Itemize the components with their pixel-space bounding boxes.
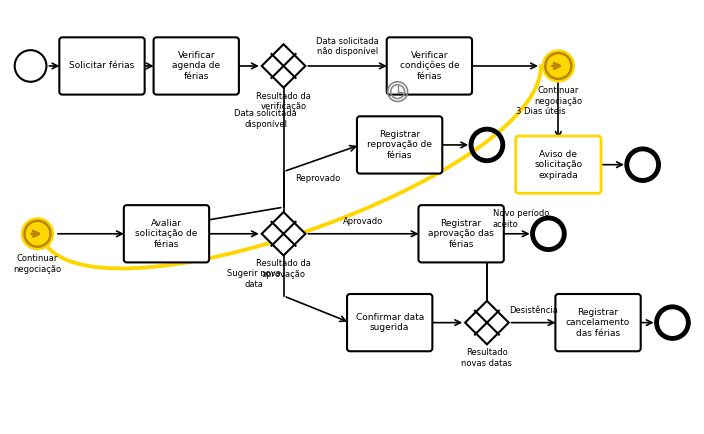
Circle shape xyxy=(21,217,54,250)
Text: 3 Dias úteis: 3 Dias úteis xyxy=(516,107,565,116)
Text: Resultado da
verificação: Resultado da verificação xyxy=(256,92,311,111)
Text: Reprovado: Reprovado xyxy=(296,174,341,183)
Text: Data solicitada
disponível: Data solicitada disponível xyxy=(234,109,297,129)
Text: Registrar
cancelamento
das férias: Registrar cancelamento das férias xyxy=(566,308,630,338)
Text: Resultado da
aprovação: Resultado da aprovação xyxy=(256,260,311,279)
Polygon shape xyxy=(262,212,306,256)
Text: Desistência: Desistência xyxy=(509,306,558,315)
FancyBboxPatch shape xyxy=(516,136,601,193)
Text: Continuar
negociação: Continuar negociação xyxy=(13,254,61,274)
Polygon shape xyxy=(262,44,306,88)
FancyBboxPatch shape xyxy=(347,294,432,351)
Text: Registrar
reprovação de
férias: Registrar reprovação de férias xyxy=(367,130,432,160)
Text: Avaliar
solicitação de
férias: Avaliar solicitação de férias xyxy=(135,219,198,249)
Text: Solicitar férias: Solicitar férias xyxy=(70,62,134,70)
Circle shape xyxy=(541,49,575,82)
FancyArrowPatch shape xyxy=(30,66,541,269)
FancyBboxPatch shape xyxy=(124,205,209,263)
Text: Resultado
novas datas: Resultado novas datas xyxy=(462,349,513,368)
Text: Data solicitada
não disponível: Data solicitada não disponível xyxy=(316,37,379,56)
Text: Confirmar data
sugerida: Confirmar data sugerida xyxy=(356,313,424,332)
Text: Continuar
negociação: Continuar negociação xyxy=(534,86,582,106)
Text: Novo período
aceito: Novo período aceito xyxy=(493,209,549,229)
Text: Verificar
condições de
férias: Verificar condições de férias xyxy=(400,51,459,81)
FancyBboxPatch shape xyxy=(555,294,641,351)
Polygon shape xyxy=(465,301,509,344)
FancyBboxPatch shape xyxy=(59,37,144,95)
Text: Aviso de
solicitação
expirada: Aviso de solicitação expirada xyxy=(534,150,582,180)
Text: Sugerir nova
data: Sugerir nova data xyxy=(227,270,281,289)
FancyBboxPatch shape xyxy=(386,37,472,95)
FancyBboxPatch shape xyxy=(153,37,239,95)
FancyBboxPatch shape xyxy=(418,205,504,263)
FancyBboxPatch shape xyxy=(357,116,442,174)
Text: Registrar
aprovação das
férias: Registrar aprovação das férias xyxy=(428,219,494,249)
Text: Verificar
agenda de
férias: Verificar agenda de férias xyxy=(172,51,220,81)
Text: Aprovado: Aprovado xyxy=(344,217,384,226)
